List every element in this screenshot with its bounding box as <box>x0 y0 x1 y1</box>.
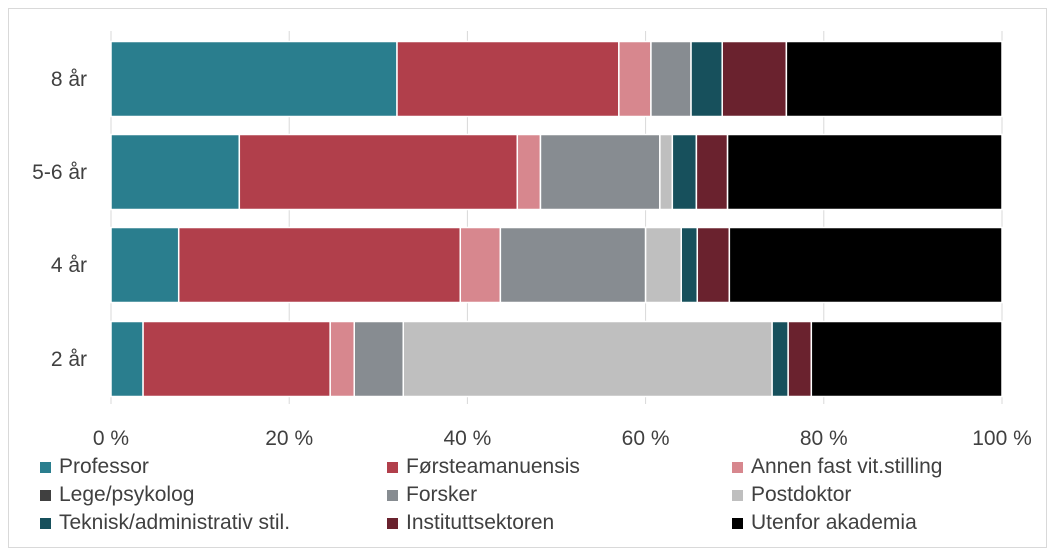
legend-item-f-rsteamanuensis: Førsteamanuensis <box>387 455 580 479</box>
bar-segment-utenfor-akademia-4-a-r <box>728 226 1003 304</box>
stacked-bar-chart: 8 år 5-6 år 4 år 2 år 0 % 20 % 40 % 60 % 80 % 10… <box>32 31 1032 450</box>
y-tick-label: 2 år <box>51 348 87 371</box>
bar-segment-forsker-5-6-a-r <box>539 133 661 211</box>
bar-segment-instituttsektoren-2-a-r <box>787 320 813 398</box>
bar-segment-forsker-4-a-r <box>499 226 647 304</box>
legend-swatch <box>40 517 51 529</box>
bar-segment-forsker-2-a-r <box>353 320 404 398</box>
legend-swatch <box>732 461 743 473</box>
legend-item-teknisk-administrativ-stil: Teknisk/administrativ stil. <box>40 511 290 535</box>
x-tick-label: 80 % <box>800 427 848 450</box>
legend-swatch <box>387 461 398 473</box>
bar-segment-instituttsektoren-5-6-a-r <box>695 133 729 211</box>
legend-swatch <box>387 517 398 529</box>
bar-segment-teknisk-administrativ-stil-8-a-r <box>690 40 723 118</box>
x-tick-label: 0 % <box>93 427 129 450</box>
bar-segment-postdoktor-5-6-a-r <box>659 133 674 211</box>
bar-segment-professor-5-6-a-r <box>110 133 241 211</box>
legend-label: Professor <box>59 455 149 478</box>
legend-label: Teknisk/administrativ stil. <box>59 511 291 534</box>
bar-segment-f-rsteamanuensis-5-6-a-r <box>238 133 519 211</box>
legend-item-annen-fast-vit-stilling: Annen fast vit.stilling <box>732 455 942 479</box>
bar-segment-f-rsteamanuensis-2-a-r <box>142 320 331 398</box>
bar-segment-teknisk-administrativ-stil-2-a-r <box>771 320 789 398</box>
bar-segment-utenfor-akademia-5-6-a-r <box>726 133 1003 211</box>
legend-item-lege-psykolog: Lege/psykolog <box>40 483 194 507</box>
y-tick-label: 4 år <box>51 254 87 277</box>
bar-segment-teknisk-administrativ-stil-4-a-r <box>680 226 699 304</box>
legend-label: Forsker <box>406 483 478 506</box>
x-tick-label: 60 % <box>622 427 670 450</box>
legend-label: Utenfor akademia <box>751 511 917 534</box>
legend-item-professor: Professor <box>40 455 149 479</box>
legend-label: Postdoktor <box>751 483 852 506</box>
bar-segment-f-rsteamanuensis-8-a-r <box>396 40 620 118</box>
bar-segment-teknisk-administrativ-stil-5-6-a-r <box>671 133 698 211</box>
bar-segment-forsker-8-a-r <box>650 40 692 118</box>
legend-item-forsker: Forsker <box>387 483 477 507</box>
bar-segment-postdoktor-4-a-r <box>644 226 682 304</box>
legend-label: Annen fast vit.stilling <box>751 455 943 478</box>
bar-segment-annen-fast-vit-stilling-5-6-a-r <box>516 133 542 211</box>
bar-segment-postdoktor-2-a-r <box>402 320 773 398</box>
x-tick-label: 40 % <box>443 427 491 450</box>
legend-item-utenfor-akademia: Utenfor akademia <box>732 511 917 535</box>
bar-segment-f-rsteamanuensis-4-a-r <box>177 226 462 304</box>
bar-segment-utenfor-akademia-2-a-r <box>810 320 1003 398</box>
bar-segment-professor-8-a-r <box>110 40 398 118</box>
chart-frame: 8 år 5-6 år 4 år 2 år 0 % 20 % 40 % 60 % 80 % 10… <box>8 8 1047 548</box>
bar-segment-professor-2-a-r <box>110 320 144 398</box>
bar-segment-instituttsektoren-4-a-r <box>696 226 731 304</box>
bar-segment-professor-4-a-r <box>110 226 180 304</box>
bar-segment-utenfor-akademia-8-a-r <box>785 40 1003 118</box>
legend-label: Instituttsektoren <box>406 511 555 534</box>
x-tick-label: 20 % <box>265 427 313 450</box>
legend-item-postdoktor: Postdoktor <box>732 483 851 507</box>
bar-segment-annen-fast-vit-stilling-8-a-r <box>618 40 652 118</box>
x-tick-label: 100 % <box>972 427 1032 450</box>
legend-swatch <box>40 461 51 473</box>
legend-swatch <box>40 489 51 501</box>
legend-label: Lege/psykolog <box>59 483 195 506</box>
bar-segment-instituttsektoren-8-a-r <box>721 40 788 118</box>
legend-swatch <box>732 489 743 501</box>
y-tick-label: 8 år <box>51 68 87 91</box>
legend-item-instituttsektoren: Instituttsektoren <box>387 511 554 535</box>
y-tick-label: 5-6 år <box>32 161 87 184</box>
bar-segment-annen-fast-vit-stilling-2-a-r <box>329 320 355 398</box>
bar-segment-annen-fast-vit-stilling-4-a-r <box>459 226 502 304</box>
legend-swatch <box>732 517 743 529</box>
legend-swatch <box>387 489 398 501</box>
legend-label: Førsteamanuensis <box>406 455 580 478</box>
